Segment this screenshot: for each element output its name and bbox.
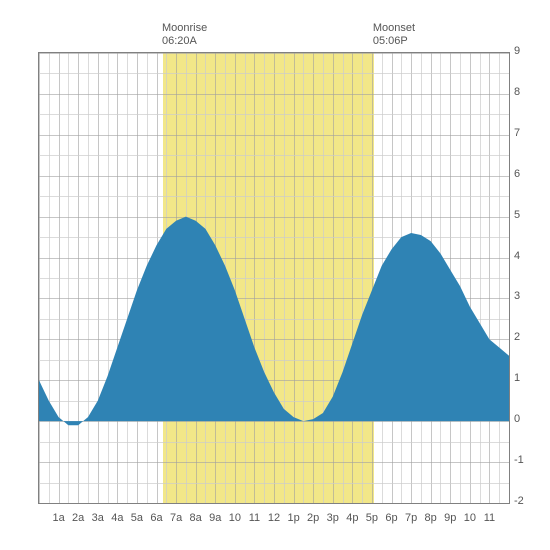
x-axis-label: 5a: [128, 512, 146, 524]
y-axis-label: 6: [514, 168, 520, 180]
x-axis-label: 10: [461, 512, 479, 524]
y-axis-label: 4: [514, 250, 520, 262]
x-axis-label: 2p: [304, 512, 322, 524]
x-axis-label: 4a: [108, 512, 126, 524]
x-axis-label: 1p: [285, 512, 303, 524]
x-axis-label: 10: [226, 512, 244, 524]
y-axis-label: 8: [514, 86, 520, 98]
x-axis-label: 2a: [69, 512, 87, 524]
plot-area: [38, 52, 510, 504]
y-axis-label: 9: [514, 45, 520, 57]
grid-v: [509, 53, 510, 503]
x-axis-label: 6a: [148, 512, 166, 524]
y-axis-label: -1: [514, 454, 524, 466]
x-axis-label: 1a: [50, 512, 68, 524]
x-axis-label: 11: [480, 512, 498, 524]
grid-h: [39, 503, 509, 504]
y-axis-label: 0: [514, 413, 520, 425]
x-axis-label: 9a: [206, 512, 224, 524]
x-axis-label: 8p: [422, 512, 440, 524]
y-axis-label: 7: [514, 127, 520, 139]
x-axis-label: 8a: [187, 512, 205, 524]
tide-chart: -2-101234567891a2a3a4a5a6a7a8a9a1011121p…: [0, 0, 550, 550]
x-axis-label: 3a: [89, 512, 107, 524]
y-axis-label: -2: [514, 495, 524, 507]
y-axis-label: 5: [514, 209, 520, 221]
x-axis-label: 6p: [383, 512, 401, 524]
x-axis-label: 12: [265, 512, 283, 524]
y-axis-label: 2: [514, 331, 520, 343]
y-axis-label: 3: [514, 290, 520, 302]
x-axis-label: 9p: [441, 512, 459, 524]
x-axis-label: 3p: [324, 512, 342, 524]
y-axis-label: 1: [514, 372, 520, 384]
tide-area-layer: [39, 53, 509, 503]
x-axis-label: 5p: [363, 512, 381, 524]
x-axis-label: 7p: [402, 512, 420, 524]
moonset-label: Moonset 05:06P: [373, 22, 415, 48]
x-axis-label: 7a: [167, 512, 185, 524]
x-axis-label: 11: [245, 512, 263, 524]
moonrise-label: Moonrise 06:20A: [162, 22, 207, 48]
tide-area: [39, 217, 509, 426]
x-axis-label: 4p: [343, 512, 361, 524]
